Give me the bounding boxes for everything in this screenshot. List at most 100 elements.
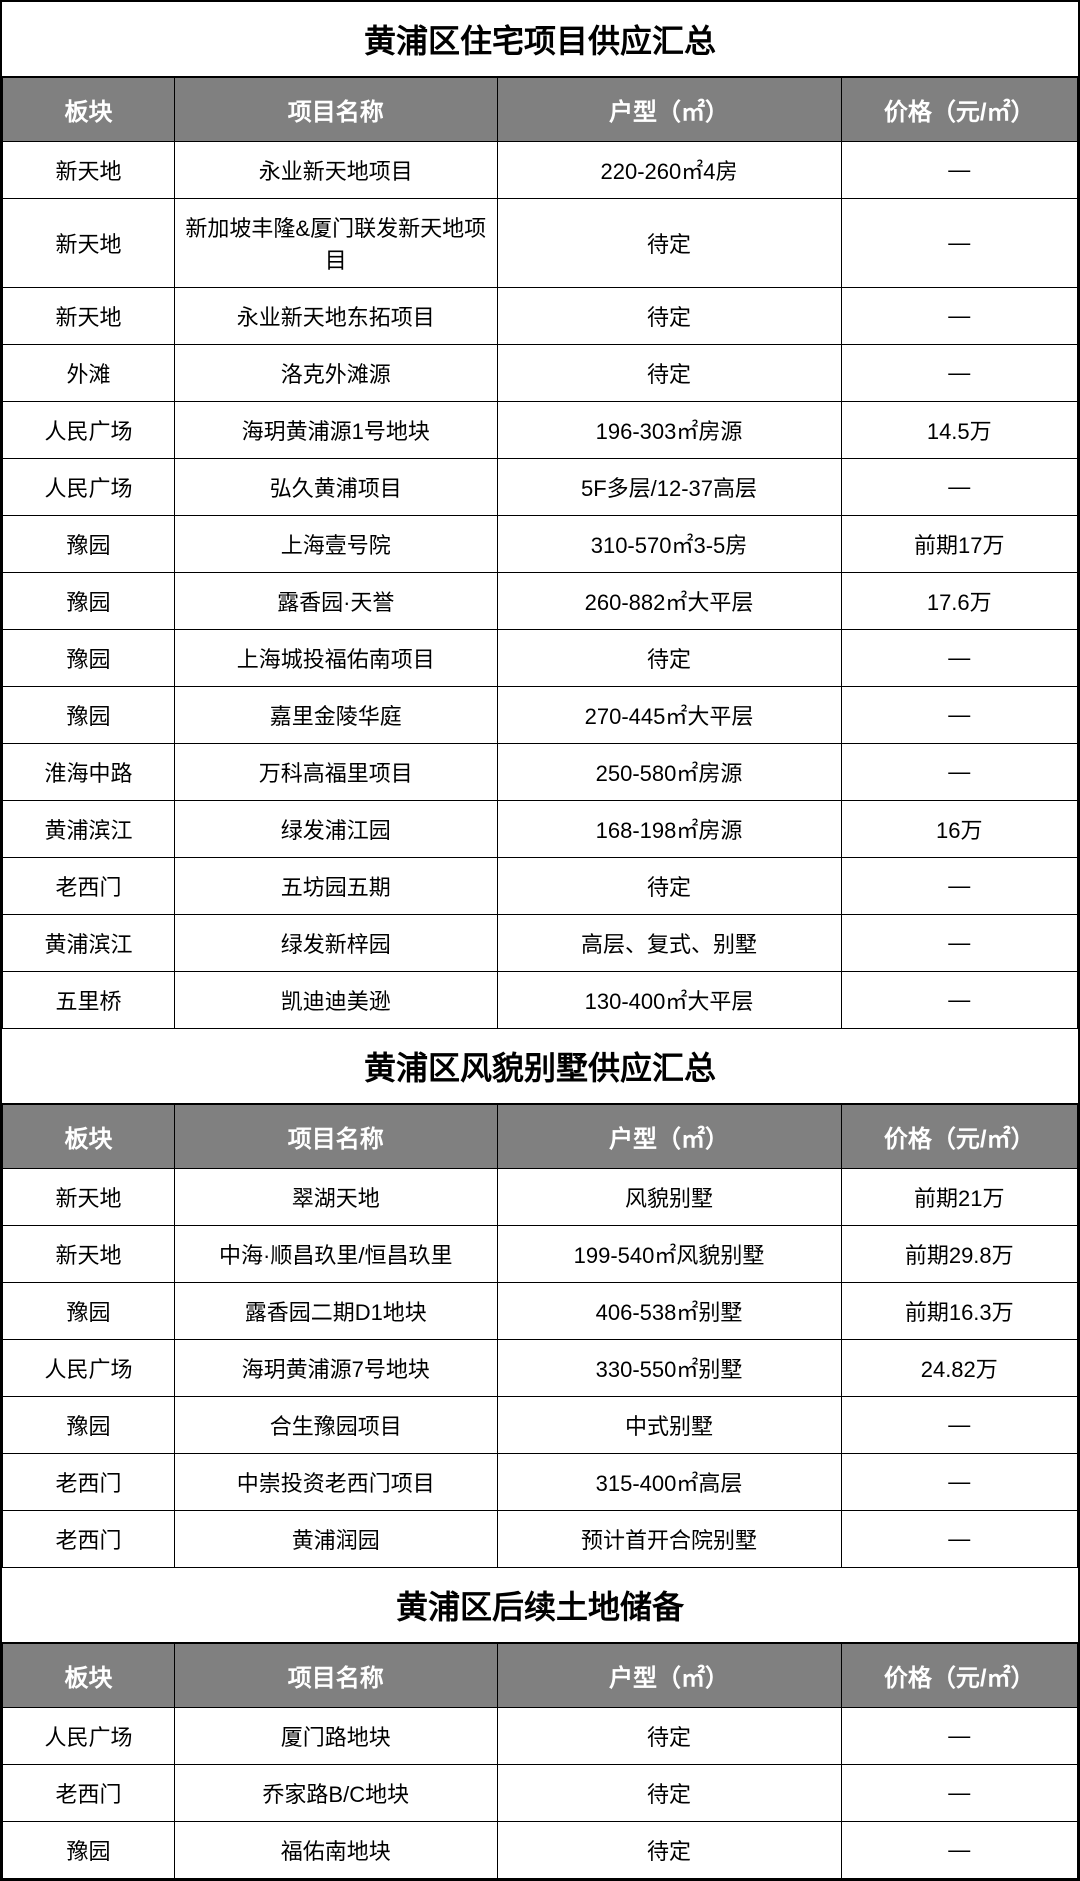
table-cell: 前期21万 [841,1169,1078,1226]
table-row: 新天地翠湖天地风貌别墅前期21万 [3,1169,1078,1226]
table-cell: 豫园 [3,687,175,744]
table-row: 人民广场厦门路地块待定— [3,1708,1078,1765]
table-row: 五里桥凯迪迪美逊130-400㎡大平层— [3,972,1078,1029]
table-cell: 老西门 [3,858,175,915]
table-row: 黄浦滨江绿发新梓园高层、复式、别墅— [3,915,1078,972]
table-cell: 外滩 [3,345,175,402]
table-row: 淮海中路万科高福里项目250-580㎡房源— [3,744,1078,801]
table-cell: 老西门 [3,1511,175,1568]
table-header-row: 板块项目名称户型（㎡）价格（元/㎡） [3,78,1078,142]
table-cell: 前期29.8万 [841,1226,1078,1283]
table-row: 黄浦滨江绿发浦江园168-198㎡房源16万 [3,801,1078,858]
table-cell: 新加坡丰隆&厦门联发新天地项目 [175,199,498,288]
table-cell: — [841,1511,1078,1568]
data-table: 板块项目名称户型（㎡）价格（元/㎡）新天地永业新天地项目220-260㎡4房—新… [2,77,1078,1029]
table-cell: 洛克外滩源 [175,345,498,402]
table-header-cell: 价格（元/㎡） [841,1105,1078,1169]
table-cell: — [841,1708,1078,1765]
table-cell: 海玥黄浦源1号地块 [175,402,498,459]
table-cell: 待定 [497,345,841,402]
table-cell: — [841,459,1078,516]
table-cell: 新天地 [3,1226,175,1283]
table-row: 新天地永业新天地项目220-260㎡4房— [3,142,1078,199]
table-row: 新天地中海·顺昌玖里/恒昌玖里199-540㎡风貌别墅前期29.8万 [3,1226,1078,1283]
table-cell: 315-400㎡高层 [497,1454,841,1511]
table-cell: 风貌别墅 [497,1169,841,1226]
table-cell: — [841,142,1078,199]
table-cell: 14.5万 [841,402,1078,459]
table-cell: 露香园·天誉 [175,573,498,630]
table-header-row: 板块项目名称户型（㎡）价格（元/㎡） [3,1644,1078,1708]
table-cell: 豫园 [3,1283,175,1340]
table-cell: 黄浦滨江 [3,915,175,972]
table-cell: 五里桥 [3,972,175,1029]
table-cell: 新天地 [3,199,175,288]
table-cell: 中式别墅 [497,1397,841,1454]
table-row: 老西门乔家路B/C地块待定— [3,1765,1078,1822]
table-header-cell: 项目名称 [175,1644,498,1708]
table-cell: 16万 [841,801,1078,858]
data-table: 板块项目名称户型（㎡）价格（元/㎡）新天地翠湖天地风貌别墅前期21万新天地中海·… [2,1104,1078,1568]
table-cell: 绿发浦江园 [175,801,498,858]
table-cell: 前期16.3万 [841,1283,1078,1340]
table-cell: 406-538㎡别墅 [497,1283,841,1340]
table-row: 新天地永业新天地东拓项目待定— [3,288,1078,345]
table-header-cell: 板块 [3,1105,175,1169]
table-cell: — [841,199,1078,288]
table-row: 豫园上海壹号院310-570㎡3-5房前期17万 [3,516,1078,573]
table-row: 外滩洛克外滩源待定— [3,345,1078,402]
table-header-cell: 板块 [3,78,175,142]
table-header-cell: 户型（㎡） [497,78,841,142]
table-header-row: 板块项目名称户型（㎡）价格（元/㎡） [3,1105,1078,1169]
table-cell: — [841,858,1078,915]
table-cell: — [841,1822,1078,1879]
table-cell: 黄浦润园 [175,1511,498,1568]
table-header-cell: 户型（㎡） [497,1644,841,1708]
table-cell: 乔家路B/C地块 [175,1765,498,1822]
table-cell: 270-445㎡大平层 [497,687,841,744]
table-cell: 弘久黄浦项目 [175,459,498,516]
table-cell: 黄浦滨江 [3,801,175,858]
table-cell: 凯迪迪美逊 [175,972,498,1029]
table-cell: 中海·顺昌玖里/恒昌玖里 [175,1226,498,1283]
table-cell: 人民广场 [3,459,175,516]
table-cell: 高层、复式、别墅 [497,915,841,972]
table-cell: 万科高福里项目 [175,744,498,801]
table-cell: 嘉里金陵华庭 [175,687,498,744]
section-title: 黄浦区住宅项目供应汇总 [2,2,1078,77]
table-cell: — [841,345,1078,402]
table-cell: 199-540㎡风貌别墅 [497,1226,841,1283]
table-cell: 待定 [497,1708,841,1765]
table-cell: 17.6万 [841,573,1078,630]
table-row: 豫园露香园二期D1地块406-538㎡别墅前期16.3万 [3,1283,1078,1340]
table-cell: — [841,744,1078,801]
table-cell: 196-303㎡房源 [497,402,841,459]
table-cell: 前期17万 [841,516,1078,573]
table-cell: 上海城投福佑南项目 [175,630,498,687]
table-row: 人民广场弘久黄浦项目5F多层/12-37高层— [3,459,1078,516]
table-row: 豫园福佑南地块待定— [3,1822,1078,1879]
table-cell: — [841,630,1078,687]
table-cell: 人民广场 [3,402,175,459]
table-cell: 待定 [497,1822,841,1879]
table-cell: — [841,1765,1078,1822]
table-cell: 新天地 [3,142,175,199]
table-cell: 待定 [497,858,841,915]
table-cell: 永业新天地东拓项目 [175,288,498,345]
table-cell: 老西门 [3,1765,175,1822]
table-cell: 豫园 [3,516,175,573]
table-cell: 露香园二期D1地块 [175,1283,498,1340]
table-cell: — [841,1454,1078,1511]
table-cell: 豫园 [3,573,175,630]
table-cell: 豫园 [3,630,175,687]
table-cell: 330-550㎡别墅 [497,1340,841,1397]
table-cell: 5F多层/12-37高层 [497,459,841,516]
table-cell: 中崇投资老西门项目 [175,1454,498,1511]
table-cell: 250-580㎡房源 [497,744,841,801]
table-cell: 预计首开合院别墅 [497,1511,841,1568]
section-title: 黄浦区后续土地储备 [2,1568,1078,1643]
table-cell: — [841,972,1078,1029]
table-cell: 绿发新梓园 [175,915,498,972]
table-cell: 220-260㎡4房 [497,142,841,199]
table-cell: 24.82万 [841,1340,1078,1397]
